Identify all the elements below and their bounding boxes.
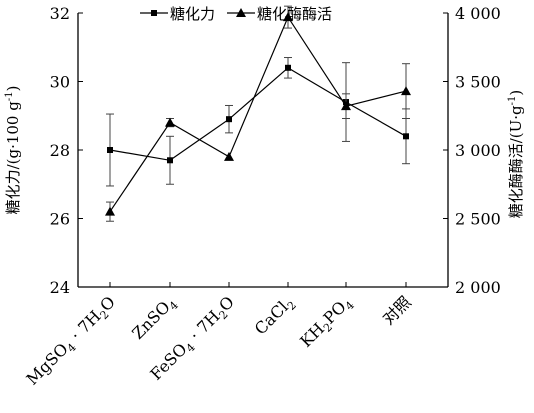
left-tick-label: 24: [50, 278, 70, 297]
legend-label: 糖化酶酶活: [257, 5, 332, 23]
data-point-triangle: [224, 151, 234, 161]
right-tick-label: 3 000: [455, 141, 501, 160]
axes: [77, 13, 449, 288]
data-point-triangle: [105, 206, 115, 216]
data-point-square: [107, 147, 113, 153]
data-point-triangle: [401, 86, 411, 96]
data-point-square: [285, 64, 291, 71]
data-point-square: [167, 157, 173, 164]
right-tick-label: 4 000: [455, 4, 501, 23]
data-point-square: [226, 116, 232, 123]
series-layer: [105, 5, 411, 222]
text-part: -1: [507, 96, 518, 106]
text-part: ): [507, 90, 525, 96]
right-axis-title: 糖化酶酶活/(U·g-1): [507, 90, 525, 219]
legend-item: 糖化力: [140, 5, 215, 23]
left-axis-ticks: 24 26 28 30 32: [50, 4, 83, 297]
right-tick-label: 3 500: [455, 73, 501, 92]
series-line: [109, 15, 407, 212]
text-part: ): [4, 86, 22, 92]
legend-marker-triangle: [236, 8, 246, 17]
x-tick-label: CaCl2: [251, 292, 299, 340]
legend: 糖化力 糖化酶酶活: [140, 5, 332, 23]
text-part: 糖化酶酶活/(U·g: [507, 105, 525, 218]
x-tick-label: ZnSO4: [128, 292, 181, 345]
series-1: [106, 57, 410, 187]
right-tick-label: 2 000: [455, 278, 501, 297]
left-tick-label: 26: [50, 210, 70, 229]
data-point-triangle: [165, 117, 175, 127]
left-tick-label: 28: [50, 141, 70, 160]
data-point-triangle: [283, 12, 293, 22]
left-tick-label: 32: [50, 4, 70, 23]
data-point-square: [403, 133, 409, 140]
series-2: [105, 5, 411, 222]
left-tick-label: 30: [50, 73, 70, 92]
right-tick-label: 2 500: [455, 210, 501, 229]
legend-marker-square: [151, 10, 157, 16]
x-tick-label: KH2PO4: [296, 292, 357, 353]
series-line: [109, 67, 407, 161]
text-part: 糖化力/(g·100 g: [4, 101, 22, 215]
data-point-triangle: [341, 101, 351, 111]
x-tick-label: 对照: [379, 292, 415, 328]
legend-item: 糖化酶酶活: [227, 5, 332, 23]
text-part: 对照: [379, 292, 415, 328]
axis-titles: 糖化力/(g·100 g-1)糖化酶酶活/(U·g-1): [4, 86, 525, 219]
left-axis-title: 糖化力/(g·100 g-1): [4, 86, 22, 215]
legend-label: 糖化力: [170, 5, 215, 23]
text-part: -1: [4, 91, 15, 101]
right-axis-ticks: 2 000 2 500 3 000 3 500 4 000: [443, 4, 501, 297]
x-tick-label: MgSO4 · 7H2O: [23, 292, 121, 390]
